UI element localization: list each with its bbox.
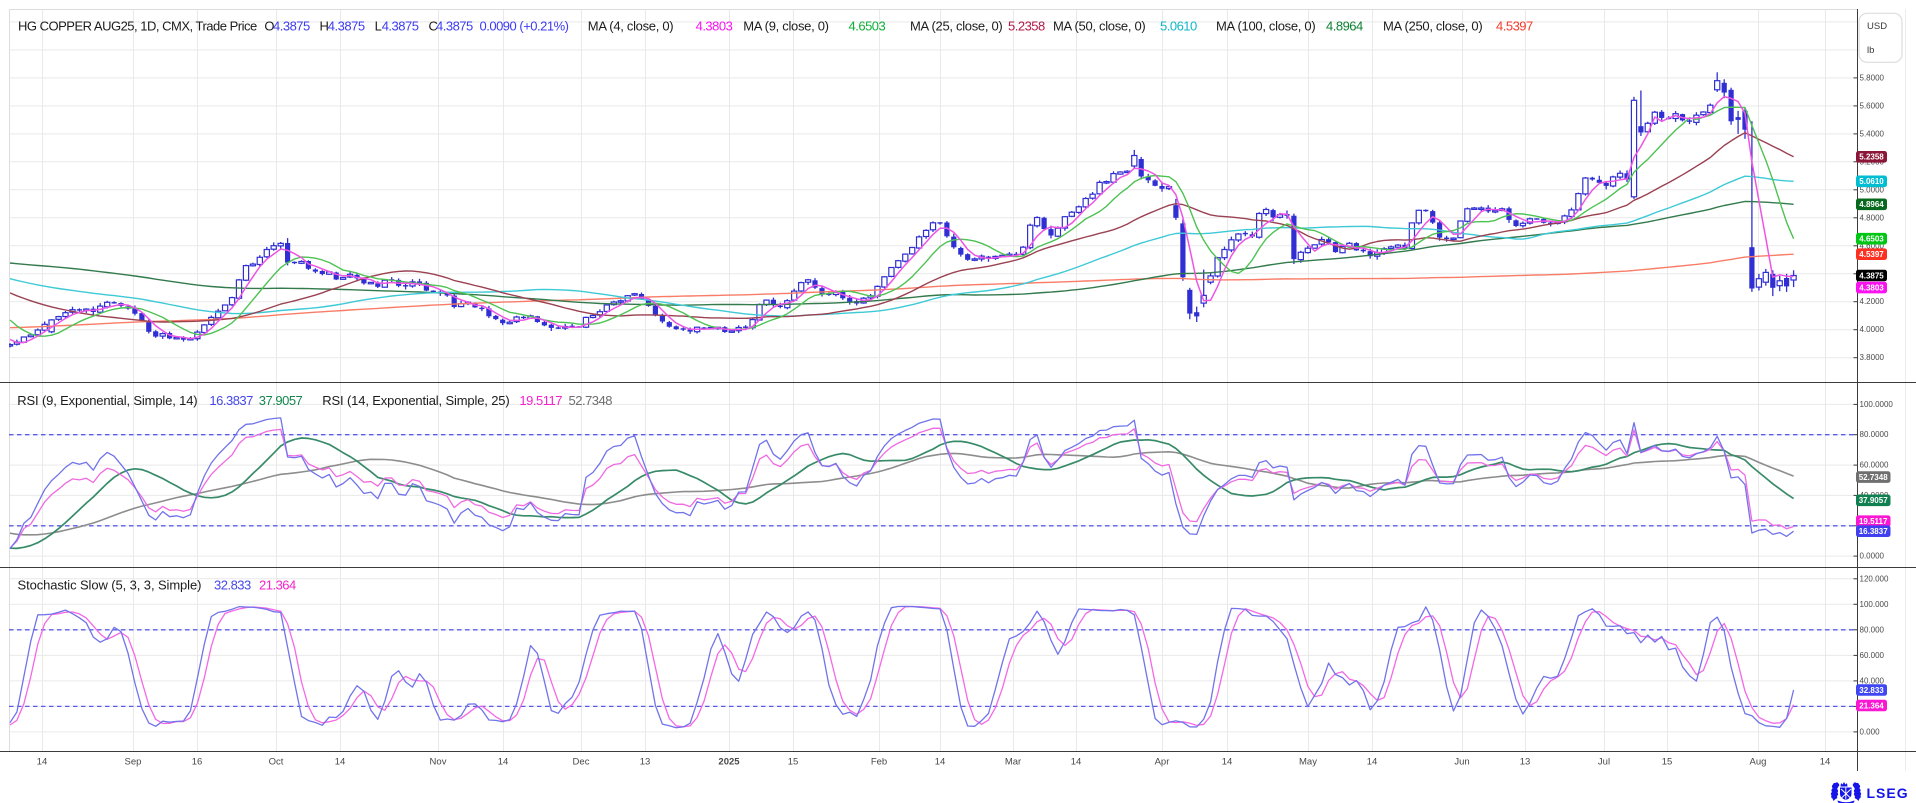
svg-text:5.4000: 5.4000: [1860, 129, 1885, 138]
svg-text:100.0000: 100.0000: [1860, 400, 1894, 409]
svg-text:4.3875: 4.3875: [382, 19, 419, 34]
svg-text:4.8964: 4.8964: [1859, 200, 1884, 209]
svg-text:LSEG: LSEG: [1867, 785, 1909, 801]
svg-text:0.0090 (+0.21%): 0.0090 (+0.21%): [480, 19, 569, 34]
svg-text:Jul: Jul: [1598, 757, 1610, 768]
svg-text:5.0610: 5.0610: [1160, 19, 1197, 34]
svg-text:0.000: 0.000: [1860, 727, 1881, 736]
svg-text:4.2000: 4.2000: [1860, 297, 1885, 306]
svg-text:15: 15: [788, 757, 799, 768]
svg-text:MA (250, close, 0): MA (250, close, 0): [1383, 19, 1482, 34]
svg-text:0.0000: 0.0000: [1860, 552, 1885, 561]
svg-text:Mar: Mar: [1005, 757, 1021, 768]
svg-text:RSI (9, Exponential, Simple, 1: RSI (9, Exponential, Simple, 14): [17, 393, 197, 408]
svg-text:5.2358: 5.2358: [1859, 153, 1884, 162]
svg-text:4.0000: 4.0000: [1860, 325, 1885, 334]
svg-text:4.5397: 4.5397: [1496, 19, 1533, 34]
svg-text:4.8000: 4.8000: [1860, 213, 1885, 222]
svg-text:L: L: [375, 19, 382, 34]
svg-text:USD: USD: [1867, 21, 1887, 32]
svg-text:4.5397: 4.5397: [1859, 250, 1884, 259]
svg-text:MA (4, close, 0): MA (4, close, 0): [588, 19, 674, 34]
svg-text:14: 14: [1820, 757, 1831, 768]
svg-text:Sep: Sep: [125, 757, 142, 768]
svg-text:32.833: 32.833: [214, 578, 251, 593]
svg-text:MA (25, close, 0): MA (25, close, 0): [910, 19, 1002, 34]
svg-text:16.3837: 16.3837: [1859, 527, 1888, 536]
svg-text:52.7348: 52.7348: [1859, 473, 1888, 482]
svg-text:5.6000: 5.6000: [1860, 101, 1885, 110]
svg-text:Aug: Aug: [1750, 757, 1767, 768]
svg-text:MA (50, close, 0): MA (50, close, 0): [1053, 19, 1145, 34]
svg-text:4.3875: 4.3875: [436, 19, 473, 34]
svg-text:19.5117: 19.5117: [519, 393, 562, 408]
svg-text:21.364: 21.364: [259, 578, 296, 593]
svg-text:lb: lb: [1867, 45, 1874, 56]
svg-text:May: May: [1299, 757, 1317, 768]
svg-text:4.6000: 4.6000: [1860, 241, 1885, 250]
svg-text:5.0000: 5.0000: [1860, 185, 1885, 194]
svg-text:14: 14: [1367, 757, 1378, 768]
svg-text:13: 13: [1520, 757, 1531, 768]
svg-text:4.3875: 4.3875: [1859, 271, 1884, 280]
svg-text:37.9057: 37.9057: [259, 393, 303, 408]
svg-text:Stochastic Slow (5, 3, 3, Simp: Stochastic Slow (5, 3, 3, Simple): [18, 578, 202, 593]
svg-text:14: 14: [498, 757, 509, 768]
svg-text:5.2358: 5.2358: [1008, 19, 1045, 34]
svg-text:80.0000: 80.0000: [1860, 430, 1889, 439]
svg-text:Dec: Dec: [573, 757, 590, 768]
svg-text:16: 16: [192, 757, 203, 768]
svg-text:4.3803: 4.3803: [1859, 284, 1884, 293]
svg-text:52.7348: 52.7348: [569, 393, 613, 408]
svg-text:14: 14: [335, 757, 346, 768]
svg-text:14: 14: [1222, 757, 1233, 768]
svg-text:2025: 2025: [718, 757, 740, 768]
svg-text:4.6503: 4.6503: [1859, 235, 1884, 244]
svg-text:120.000: 120.000: [1860, 574, 1889, 583]
svg-text:RSI (14, Exponential, Simple,: RSI (14, Exponential, Simple, 25): [322, 393, 509, 408]
svg-text:Oct: Oct: [269, 757, 284, 768]
svg-text:4.6503: 4.6503: [849, 19, 886, 34]
svg-text:13: 13: [640, 757, 651, 768]
svg-text:37.9057: 37.9057: [1859, 496, 1888, 505]
svg-text:60.000: 60.000: [1860, 651, 1885, 660]
svg-text:Apr: Apr: [1155, 757, 1170, 768]
svg-text:4.3875: 4.3875: [273, 19, 310, 34]
svg-text:Jun: Jun: [1454, 757, 1469, 768]
svg-text:100.000: 100.000: [1860, 600, 1889, 609]
svg-text:21.364: 21.364: [1859, 701, 1884, 710]
svg-text:40.000: 40.000: [1860, 676, 1885, 685]
svg-text:80.000: 80.000: [1860, 625, 1885, 634]
svg-text:H: H: [320, 19, 329, 34]
svg-text:Nov: Nov: [430, 757, 447, 768]
svg-text:3.8000: 3.8000: [1860, 353, 1885, 362]
svg-text:14: 14: [935, 757, 946, 768]
svg-text:19.5117: 19.5117: [1859, 517, 1888, 526]
svg-text:HG COPPER AUG25, 1D, CMX, Trad: HG COPPER AUG25, 1D, CMX, Trade Price: [18, 19, 257, 34]
svg-text:Feb: Feb: [871, 757, 887, 768]
svg-text:4.8964: 4.8964: [1326, 19, 1363, 34]
svg-text:60.0000: 60.0000: [1860, 461, 1889, 470]
svg-text:32.833: 32.833: [1859, 686, 1884, 695]
svg-text:15: 15: [1662, 757, 1673, 768]
svg-text:O: O: [264, 19, 274, 34]
svg-text:14: 14: [1071, 757, 1082, 768]
svg-text:C: C: [429, 19, 438, 34]
svg-text:MA (100, close, 0): MA (100, close, 0): [1216, 19, 1315, 34]
svg-text:5.8000: 5.8000: [1860, 73, 1885, 82]
svg-text:MA (9, close, 0): MA (9, close, 0): [743, 19, 829, 34]
svg-text:16.3837: 16.3837: [209, 393, 253, 408]
svg-text:4.3803: 4.3803: [696, 19, 733, 34]
svg-text:5.0610: 5.0610: [1859, 177, 1884, 186]
svg-text:14: 14: [37, 757, 48, 768]
svg-text:4.3875: 4.3875: [328, 19, 365, 34]
